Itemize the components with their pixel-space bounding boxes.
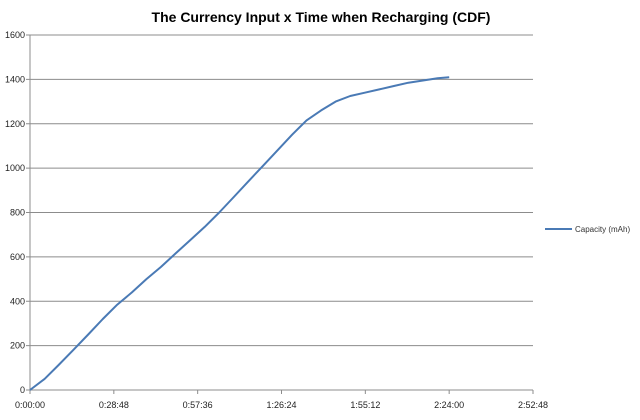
y-tick-label: 400 bbox=[10, 296, 25, 306]
y-tick-label: 800 bbox=[10, 208, 25, 218]
y-tick-label: 1600 bbox=[5, 30, 25, 40]
x-tick-label: 2:24:00 bbox=[434, 400, 464, 410]
x-tick-label: 0:57:36 bbox=[183, 400, 213, 410]
series-line-capacity bbox=[29, 76, 450, 391]
x-tick-label: 0:28:48 bbox=[99, 400, 129, 410]
legend-label: Capacity (mAh) bbox=[575, 225, 630, 234]
y-tick-label: 0 bbox=[20, 385, 25, 395]
x-tick-label: 1:55:12 bbox=[350, 400, 380, 410]
chart-title: The Currency Input x Time when Rechargin… bbox=[152, 9, 491, 25]
x-tick-label: 1:26:24 bbox=[266, 400, 296, 410]
y-tick-label: 200 bbox=[10, 341, 25, 351]
legend: Capacity (mAh) bbox=[545, 225, 630, 234]
axes bbox=[26, 34, 534, 394]
x-tick-label: 2:52:48 bbox=[518, 400, 548, 410]
x-tick-label: 0:00:00 bbox=[15, 400, 45, 410]
grid-lines bbox=[30, 34, 533, 391]
y-tick-label: 1200 bbox=[5, 119, 25, 129]
series-lines bbox=[29, 76, 450, 391]
y-tick-label: 1400 bbox=[5, 74, 25, 84]
y-tick-label: 1000 bbox=[5, 163, 25, 173]
y-tick-label: 600 bbox=[10, 252, 25, 262]
tick-labels: 0 200 400 600 800 1000 1200 1400 1600 0:00:00 0:28… bbox=[5, 30, 548, 410]
